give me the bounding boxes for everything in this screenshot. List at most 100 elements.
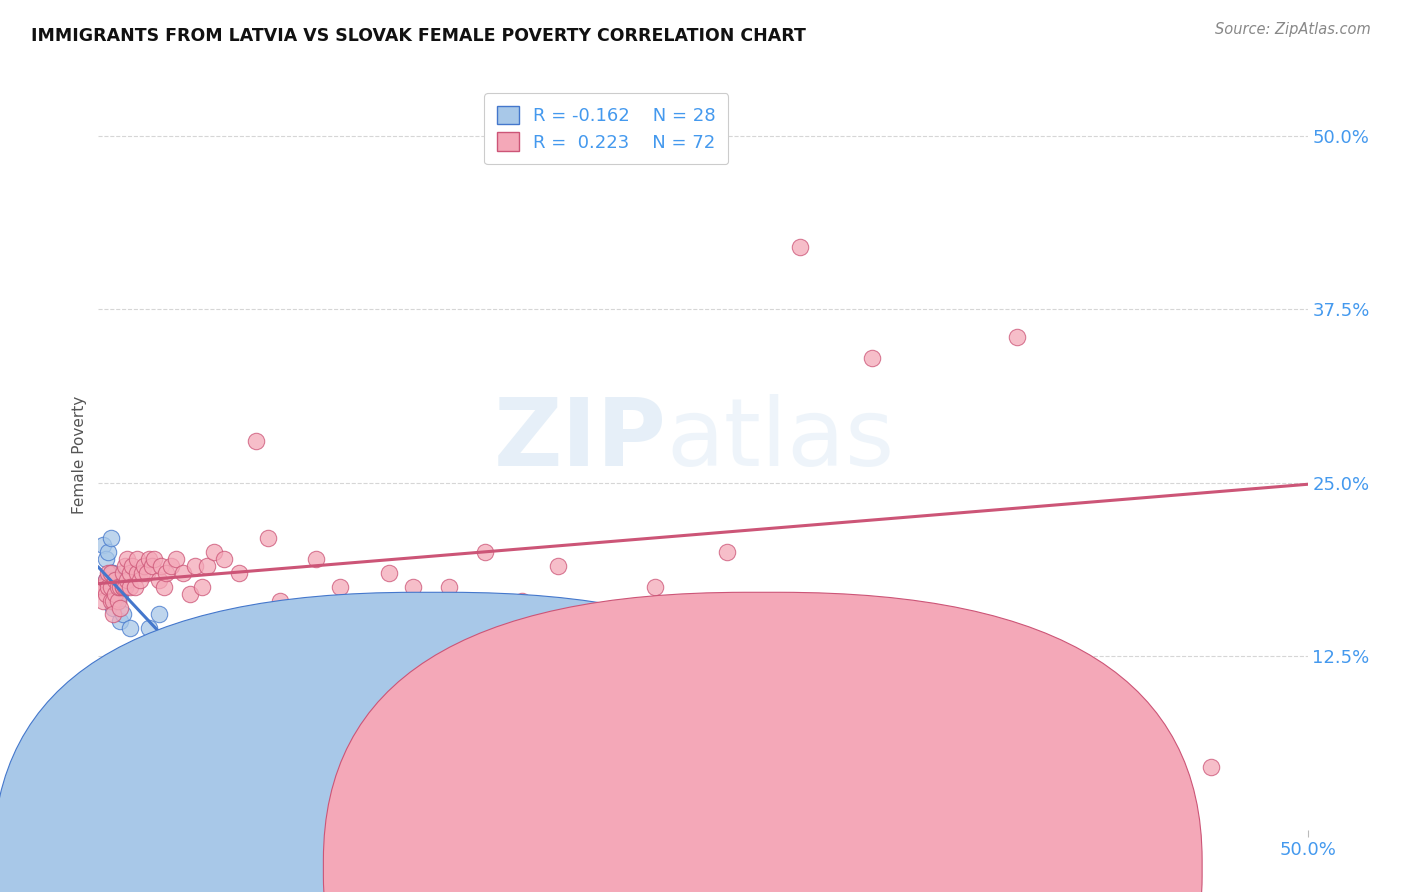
Point bbox=[329, 580, 352, 594]
Text: Slovaks: Slovaks bbox=[811, 852, 876, 870]
Point bbox=[644, 580, 666, 594]
Point bbox=[1199, 760, 1222, 774]
Point bbox=[94, 573, 117, 587]
Point bbox=[128, 573, 150, 587]
Point bbox=[107, 580, 129, 594]
Point bbox=[118, 621, 141, 635]
Point bbox=[148, 607, 170, 622]
Point bbox=[108, 600, 131, 615]
Point bbox=[100, 531, 122, 545]
Point bbox=[135, 566, 157, 580]
Point bbox=[179, 587, 201, 601]
Point bbox=[204, 545, 226, 559]
Point bbox=[104, 593, 127, 607]
Legend: R = -0.162    N = 28, R =  0.223    N = 72: R = -0.162 N = 28, R = 0.223 N = 72 bbox=[484, 93, 728, 164]
Point bbox=[212, 552, 235, 566]
Text: atlas: atlas bbox=[666, 394, 896, 486]
Point bbox=[111, 580, 134, 594]
Point bbox=[117, 552, 139, 566]
Point bbox=[127, 566, 149, 580]
Point bbox=[104, 573, 127, 587]
Point bbox=[437, 580, 460, 594]
Point bbox=[111, 607, 134, 622]
Point bbox=[104, 587, 127, 601]
Point bbox=[100, 593, 122, 607]
Point bbox=[97, 545, 120, 559]
Point bbox=[228, 566, 250, 580]
Point bbox=[547, 558, 569, 573]
Point bbox=[141, 558, 163, 573]
Point bbox=[101, 580, 124, 594]
Point bbox=[108, 615, 131, 629]
Point bbox=[165, 552, 187, 566]
Point bbox=[100, 566, 122, 580]
Text: Immigrants from Latvia: Immigrants from Latvia bbox=[465, 852, 659, 870]
Point bbox=[305, 552, 328, 566]
Point bbox=[108, 587, 131, 601]
Point bbox=[101, 607, 124, 622]
Point bbox=[127, 552, 149, 566]
Point bbox=[118, 566, 141, 580]
Point bbox=[353, 705, 375, 719]
Point bbox=[152, 580, 174, 594]
Point bbox=[143, 552, 166, 566]
Point bbox=[114, 580, 136, 594]
Point bbox=[101, 566, 124, 580]
Point bbox=[114, 580, 136, 594]
Point bbox=[104, 587, 127, 601]
Point bbox=[100, 566, 122, 580]
Point bbox=[124, 580, 146, 594]
Point bbox=[245, 434, 267, 448]
Point bbox=[94, 552, 117, 566]
Text: IMMIGRANTS FROM LATVIA VS SLOVAK FEMALE POVERTY CORRELATION CHART: IMMIGRANTS FROM LATVIA VS SLOVAK FEMALE … bbox=[31, 27, 806, 45]
Point bbox=[121, 558, 143, 573]
Point bbox=[114, 558, 136, 573]
Point bbox=[252, 767, 274, 781]
Y-axis label: Female Poverty: Female Poverty bbox=[72, 396, 87, 514]
Point bbox=[138, 621, 160, 635]
Point bbox=[100, 566, 122, 580]
Point bbox=[101, 593, 124, 607]
Point bbox=[195, 558, 218, 573]
Point bbox=[117, 573, 139, 587]
Point bbox=[269, 593, 291, 607]
Point bbox=[107, 593, 129, 607]
Point bbox=[131, 566, 153, 580]
Point bbox=[377, 566, 399, 580]
Point bbox=[155, 566, 177, 580]
Point bbox=[101, 600, 124, 615]
Point bbox=[107, 593, 129, 607]
Point bbox=[101, 573, 124, 587]
Point bbox=[111, 580, 134, 594]
Point bbox=[150, 558, 173, 573]
Point bbox=[172, 566, 194, 580]
Point bbox=[134, 558, 156, 573]
Point bbox=[208, 705, 231, 719]
Point bbox=[716, 545, 738, 559]
Point bbox=[402, 580, 425, 594]
Point bbox=[138, 552, 160, 566]
Point bbox=[595, 642, 617, 657]
Point bbox=[97, 573, 120, 587]
Point bbox=[90, 580, 112, 594]
Point bbox=[160, 558, 183, 573]
Point bbox=[107, 580, 129, 594]
Point bbox=[211, 670, 233, 684]
Point bbox=[191, 580, 214, 594]
Point bbox=[104, 593, 127, 607]
Point bbox=[97, 580, 120, 594]
Point bbox=[510, 593, 533, 607]
Point bbox=[118, 580, 141, 594]
Point bbox=[474, 545, 496, 559]
Text: Source: ZipAtlas.com: Source: ZipAtlas.com bbox=[1215, 22, 1371, 37]
Point bbox=[184, 558, 207, 573]
Point bbox=[1007, 330, 1029, 344]
Point bbox=[91, 580, 114, 594]
Point bbox=[860, 351, 883, 365]
Point bbox=[148, 573, 170, 587]
Text: ZIP: ZIP bbox=[494, 394, 666, 486]
Point bbox=[100, 580, 122, 594]
Point bbox=[256, 531, 278, 545]
Point bbox=[94, 573, 117, 587]
Point bbox=[94, 587, 117, 601]
